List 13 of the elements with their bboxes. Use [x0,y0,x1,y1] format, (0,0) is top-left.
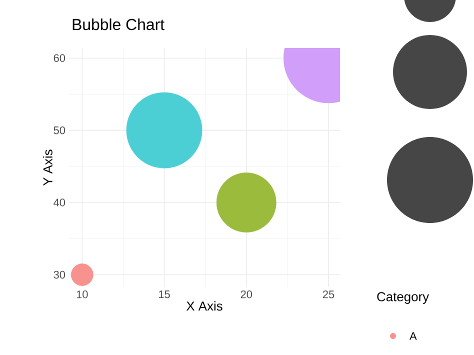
y-tick-label: 50 [54,126,66,134]
x-tick-label: 20 [240,290,252,298]
y-axis-title: Y Axis [42,150,52,186]
x-tick-label: 25 [322,290,334,298]
legend-title: Category [377,292,430,304]
x-tick-label: 15 [159,290,170,298]
y-tick-label: 40 [54,198,66,206]
y-tick-label: 30 [54,270,66,279]
chart-title: Bubble Chart [72,18,164,30]
legend-label: A [410,332,417,340]
y-tick-label: 60 [54,54,66,62]
x-tick-label: 10 [76,290,88,298]
x-axis-title: X Axis [186,301,222,311]
